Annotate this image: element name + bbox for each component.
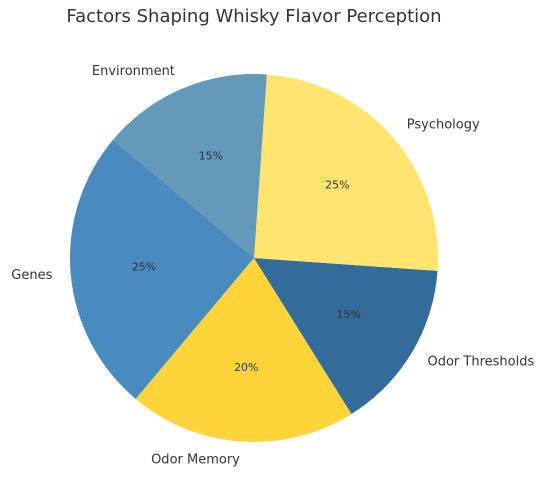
slice-label: Odor Thresholds (427, 355, 534, 370)
value-label: 25% (325, 179, 349, 192)
pie-slice (254, 258, 438, 415)
slice-label: Genes (11, 268, 52, 283)
slice-label: Odor Memory (151, 452, 240, 467)
value-label: 15% (199, 149, 223, 162)
value-label: 20% (234, 361, 258, 374)
value-label: 15% (336, 308, 360, 321)
pie-slice (113, 74, 267, 258)
slice-label: Environment (92, 64, 175, 79)
value-label: 25% (132, 261, 156, 274)
pie-slice (69, 139, 254, 399)
pie-slice (254, 74, 439, 271)
pie-slice (135, 258, 352, 443)
chart-title: Factors Shaping Whisky Flavor Perception (66, 6, 441, 27)
slice-label: Psychology (407, 118, 480, 133)
